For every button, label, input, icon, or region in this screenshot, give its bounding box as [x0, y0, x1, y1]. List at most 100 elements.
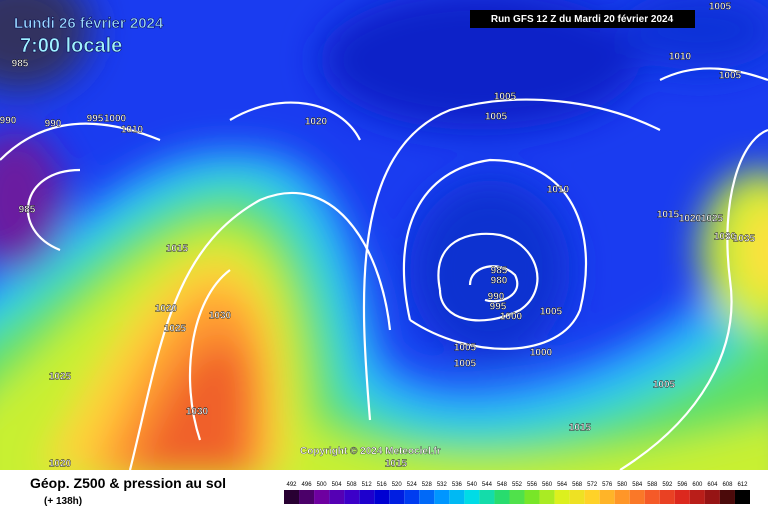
scale-swatch: [629, 490, 645, 504]
footer-title: Géop. Z500 & pression au sol: [30, 475, 226, 491]
scale-label: 516: [377, 482, 388, 488]
isobar-label: 995: [87, 114, 104, 125]
scale-swatch: [539, 490, 555, 504]
scale-swatch: [404, 490, 420, 504]
isobar-label: 1030: [209, 311, 232, 322]
scale-label: 568: [572, 482, 583, 488]
scale-swatch: [674, 490, 690, 504]
scale-label: 492: [287, 482, 298, 488]
scale-label: 504: [332, 482, 343, 488]
isobar-label: 1005: [454, 359, 477, 370]
scale-label: 608: [722, 482, 733, 488]
scale-swatch: [584, 490, 600, 504]
isobar-label: 995: [490, 302, 507, 313]
scale-label: 496: [302, 482, 313, 488]
scale-label: 560: [542, 482, 553, 488]
scale-swatch: [704, 490, 720, 504]
scale-swatch: [734, 490, 750, 504]
scale-swatch: [494, 490, 510, 504]
isobar-label: 985: [491, 266, 508, 277]
scale-label: 524: [407, 482, 418, 488]
scale-swatch: [524, 490, 540, 504]
scale-label: 536: [452, 482, 463, 488]
isobar-label: 1035: [733, 234, 756, 245]
isobar-label: 1005: [540, 307, 563, 318]
scale-swatch: [554, 490, 570, 504]
isobar-label: 985: [19, 205, 36, 216]
isobars: [0, 67, 768, 470]
scale-swatch: [689, 490, 705, 504]
scale-label: 500: [317, 482, 328, 488]
scale-swatch: [449, 490, 465, 504]
time: 7:00 locale: [20, 35, 122, 57]
isobar-label: 1005: [454, 343, 477, 354]
scale-label: 520: [392, 482, 403, 488]
scale-swatch: [644, 490, 660, 504]
scale-swatch: [389, 490, 405, 504]
scale-label: 604: [707, 482, 718, 488]
scale-swatch: [329, 490, 345, 504]
scale-swatch: [299, 490, 315, 504]
run-box: [470, 10, 695, 28]
isobar-label: 1020: [305, 117, 328, 128]
scale-swatch: [344, 490, 360, 504]
isobar-label: 1025: [164, 324, 187, 335]
isobar-label: 1005: [494, 92, 517, 103]
scale-swatch: [599, 490, 615, 504]
color-scale: 492 496 500 504 508 512 516 520 524 528 532 536 540 5…: [284, 482, 750, 504]
scale-swatch: [569, 490, 585, 504]
isobar-label: 1010: [547, 185, 570, 196]
scale-label: 576: [602, 482, 613, 488]
scale-swatch: [314, 490, 330, 504]
isobar-label: 990: [488, 292, 505, 303]
scale-label: 548: [497, 482, 508, 488]
scale-label: 532: [437, 482, 448, 488]
isobar-label: 1025: [49, 372, 72, 383]
scale-swatch: [659, 490, 675, 504]
scale-label: 588: [647, 482, 658, 488]
scale-label: 540: [467, 482, 478, 488]
isobar-label: 990: [45, 119, 62, 130]
scale-swatch: [719, 490, 735, 504]
scale-label: 580: [617, 482, 628, 488]
scale-swatch: [374, 490, 390, 504]
date: Lundi 26 février 2024: [14, 15, 164, 32]
isobar-label: 1015: [166, 244, 189, 255]
scale-swatch: [479, 490, 495, 504]
isobar-label: 1030: [714, 232, 737, 243]
isobar-label: 1000: [530, 348, 553, 359]
copyright: Copyright © 2024 Meteociel.fr: [300, 446, 441, 457]
isobar-label: 1030: [186, 407, 209, 418]
isobar-label: 1005: [653, 380, 676, 391]
scale-swatch: [614, 490, 630, 504]
scale-swatch: [464, 490, 480, 504]
scale-label: 584: [632, 482, 643, 488]
isobar-label: 1005: [719, 71, 742, 82]
isobar-label: 980: [491, 276, 508, 287]
isobar-label: 985: [12, 59, 29, 70]
isobar-label: 1000: [500, 312, 523, 323]
isobar-label: 1000: [104, 114, 127, 125]
isobar-label: 1015: [657, 210, 680, 221]
isobar-label: 1025: [701, 214, 724, 225]
isobar-label: 1005: [709, 2, 732, 13]
scale-label: 508: [347, 482, 358, 488]
scale-label: 512: [362, 482, 373, 488]
scale-label: 528: [422, 482, 433, 488]
scale-label: 592: [662, 482, 673, 488]
scale-swatch: [419, 490, 435, 504]
isobar-label: 990: [0, 116, 17, 127]
isobar-label: 1005: [485, 112, 508, 123]
scale-swatch: [284, 490, 300, 504]
scale-label: 612: [737, 482, 748, 488]
isobar-label: 1015: [385, 459, 408, 470]
isobar-label: 1020: [49, 459, 72, 470]
scale-swatch: [509, 490, 525, 504]
scale-swatch: [359, 490, 375, 504]
isobar-label: 1010: [669, 52, 692, 63]
footer-offset: (+ 138h): [44, 496, 82, 507]
scale-label: 596: [677, 482, 688, 488]
scale-label: 572: [587, 482, 598, 488]
